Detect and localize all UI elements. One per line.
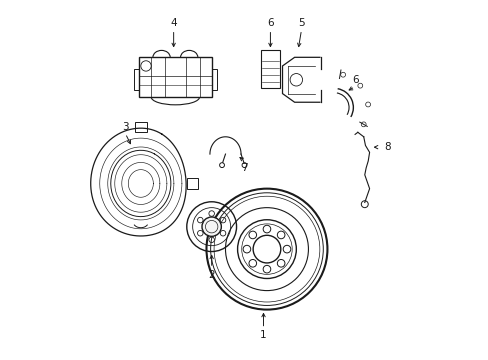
Circle shape — [242, 163, 246, 167]
Circle shape — [202, 217, 221, 236]
Text: 7: 7 — [241, 163, 247, 173]
Text: 2: 2 — [208, 270, 215, 280]
Text: 1: 1 — [260, 330, 266, 340]
Text: 3: 3 — [122, 122, 128, 132]
Circle shape — [219, 163, 224, 167]
Text: 6: 6 — [266, 18, 273, 28]
Text: 8: 8 — [383, 142, 389, 152]
Text: 5: 5 — [298, 18, 304, 28]
Text: 6: 6 — [351, 75, 358, 85]
Text: 4: 4 — [170, 18, 177, 28]
